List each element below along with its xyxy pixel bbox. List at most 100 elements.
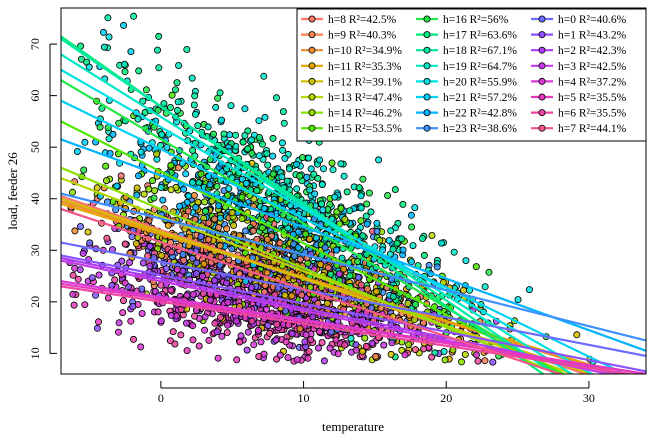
scatter-point <box>213 182 221 190</box>
scatter-point <box>389 293 397 301</box>
scatter-point <box>387 227 395 235</box>
scatter-point <box>302 230 310 238</box>
scatter-point <box>357 217 365 225</box>
scatter-point <box>95 271 103 279</box>
scatter-point <box>412 300 420 308</box>
scatter-point <box>261 113 269 121</box>
scatter-point <box>296 255 304 263</box>
scatter-point <box>321 244 329 252</box>
scatter-point <box>126 258 134 266</box>
scatter-point <box>355 184 363 192</box>
legend-entry: h=10 R²=34.9% <box>301 45 402 57</box>
scatter-point <box>216 242 224 250</box>
scatter-point <box>115 319 123 327</box>
scatter-point <box>338 254 346 262</box>
scatter-point <box>272 94 280 102</box>
scatter-point <box>318 338 326 346</box>
scatter-point <box>298 291 306 299</box>
legend-label: h=13 R²=47.4% <box>328 92 402 104</box>
legend-marker <box>538 93 546 101</box>
scatter-point <box>224 298 232 306</box>
y-tick-label: 10 <box>28 347 42 359</box>
scatter-point <box>255 152 263 160</box>
scatter-point <box>408 223 416 231</box>
scatter-point <box>284 353 292 361</box>
scatter-point <box>241 131 249 139</box>
legend-label: h=10 R²=34.9% <box>328 45 402 57</box>
scatter-point <box>146 242 154 250</box>
scatter-point <box>341 341 349 349</box>
scatter-point <box>214 354 222 362</box>
legend-marker <box>308 124 316 132</box>
scatter-point <box>281 154 289 162</box>
legend-label: h=18 R²=67.1% <box>443 45 517 57</box>
legend-label: h=3 R²=42.5% <box>558 61 627 73</box>
scatter-point <box>262 305 270 313</box>
legend-marker <box>308 109 316 117</box>
legend-marker <box>538 31 546 39</box>
scatter-point <box>462 257 470 265</box>
scatter-point <box>296 172 304 180</box>
x-tick-label: 30 <box>583 391 595 405</box>
scatter-point <box>188 179 196 187</box>
regression-line <box>61 79 561 374</box>
scatter-point <box>228 245 236 253</box>
legend-marker <box>423 31 431 39</box>
regression-line <box>61 68 595 374</box>
scatter-point <box>86 239 94 247</box>
scatter-point <box>95 318 103 326</box>
scatter-point <box>293 185 301 193</box>
scatter-point <box>337 204 345 212</box>
scatter-point <box>201 198 209 206</box>
scatter-point <box>258 224 266 232</box>
scatter-point <box>140 190 148 198</box>
scatter-point <box>146 262 154 270</box>
scatter-point <box>514 296 522 304</box>
scatter-point <box>305 348 313 356</box>
scatter-point <box>242 179 250 187</box>
scatter-point <box>204 123 212 131</box>
legend-marker <box>308 77 316 85</box>
scatter-point <box>269 170 277 178</box>
legend-label: h=17 R²=63.6% <box>443 30 517 42</box>
scatter-point <box>182 319 190 327</box>
scatter-point <box>218 116 226 124</box>
scatter-point <box>224 321 232 329</box>
legend-marker <box>423 46 431 54</box>
scatter-point <box>332 246 340 254</box>
scatter-point <box>352 346 360 354</box>
legend-entry: h=23 R²=38.6% <box>416 123 517 135</box>
scatter-point <box>279 108 287 116</box>
scatter-point <box>166 104 174 112</box>
x-tick-label: 20 <box>440 391 452 405</box>
scatter-point <box>341 215 349 223</box>
legend-marker <box>423 62 431 70</box>
legend-label: h=8 R²=42.5% <box>328 14 397 26</box>
scatter-point <box>318 181 326 189</box>
scatter-point <box>135 67 143 75</box>
scatter-point <box>363 200 371 208</box>
scatter-point <box>238 193 246 201</box>
scatter-point <box>150 194 158 202</box>
scatter-point <box>209 130 217 138</box>
scatter-point <box>157 183 165 191</box>
scatter-point <box>276 351 284 359</box>
scatter-point <box>305 154 313 162</box>
scatter-point <box>472 351 480 359</box>
scatter-point <box>420 345 428 353</box>
legend-label: h=14 R²=46.2% <box>328 108 402 120</box>
scatter-point <box>175 62 183 70</box>
scatter-point <box>200 260 208 268</box>
scatter-point <box>298 154 306 162</box>
legend-entry: h=22 R²=42.8% <box>416 108 517 120</box>
scatter-point <box>176 202 184 210</box>
scatter-point <box>358 347 366 355</box>
scatter-point <box>173 106 181 114</box>
scatter-point <box>290 240 298 248</box>
scatter-point <box>134 172 142 180</box>
scatter-point <box>153 46 161 54</box>
scatter-point <box>365 189 373 197</box>
scatter-point <box>334 350 342 358</box>
scatter-point <box>372 287 380 295</box>
scatter-point <box>385 236 393 244</box>
